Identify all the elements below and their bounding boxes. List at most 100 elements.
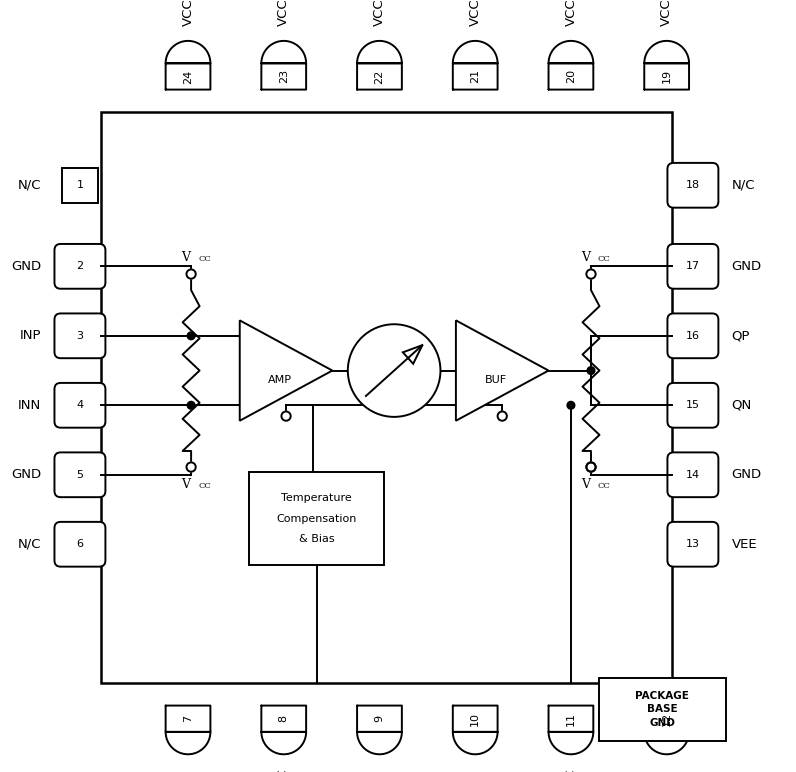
Polygon shape — [357, 41, 402, 90]
Text: VCC: VCC — [181, 0, 194, 26]
Text: VCC: VCC — [660, 0, 673, 26]
Text: PACKAGE: PACKAGE — [635, 690, 689, 700]
Circle shape — [567, 401, 575, 409]
Text: CC: CC — [598, 256, 611, 263]
Text: INN: INN — [18, 399, 41, 411]
Text: 4: 4 — [76, 401, 84, 410]
Text: 15: 15 — [686, 401, 700, 410]
Text: 14: 14 — [686, 470, 700, 479]
Polygon shape — [644, 41, 689, 90]
Text: V: V — [181, 478, 190, 490]
Text: 8: 8 — [279, 715, 289, 723]
FancyBboxPatch shape — [54, 244, 105, 289]
Text: VCC: VCC — [469, 0, 482, 26]
Text: 23: 23 — [279, 69, 289, 83]
Text: INP: INP — [20, 330, 41, 342]
FancyBboxPatch shape — [54, 313, 105, 358]
Circle shape — [187, 332, 195, 340]
Text: VEE: VEE — [660, 769, 673, 772]
Text: 10: 10 — [470, 712, 480, 726]
Text: V: V — [181, 251, 190, 263]
Text: VEE: VEE — [181, 769, 194, 772]
FancyBboxPatch shape — [54, 452, 105, 497]
Text: V: V — [581, 478, 590, 490]
Text: VCC: VCC — [564, 0, 577, 26]
Polygon shape — [357, 706, 402, 754]
Text: VCC: VCC — [373, 0, 386, 26]
Circle shape — [187, 401, 195, 409]
Text: GND: GND — [11, 260, 41, 273]
Text: ENB: ENB — [373, 769, 386, 772]
Polygon shape — [644, 706, 689, 754]
Polygon shape — [453, 706, 498, 754]
Polygon shape — [261, 41, 306, 90]
Text: VAC: VAC — [564, 769, 577, 772]
Text: CC: CC — [198, 256, 211, 263]
Text: AMP: AMP — [268, 375, 292, 384]
Text: Compensation: Compensation — [276, 514, 357, 523]
Circle shape — [587, 367, 595, 374]
Text: GND: GND — [11, 469, 41, 481]
Text: VDC: VDC — [277, 769, 291, 772]
Text: N/C: N/C — [18, 538, 41, 550]
Text: Temperature: Temperature — [281, 493, 352, 503]
Text: V: V — [581, 251, 590, 263]
Text: 11: 11 — [566, 712, 576, 726]
Text: CC: CC — [198, 482, 211, 490]
Text: 19: 19 — [661, 69, 672, 83]
Text: 17: 17 — [686, 262, 700, 271]
Polygon shape — [453, 41, 498, 90]
Polygon shape — [548, 41, 593, 90]
Text: 16: 16 — [686, 331, 700, 340]
Text: 2: 2 — [76, 262, 84, 271]
Text: 7: 7 — [183, 715, 193, 723]
Text: BASE: BASE — [647, 705, 677, 714]
Text: 1: 1 — [76, 181, 84, 190]
Polygon shape — [166, 706, 210, 754]
Text: 18: 18 — [686, 181, 700, 190]
Polygon shape — [261, 706, 306, 754]
Circle shape — [186, 462, 196, 472]
Text: 6: 6 — [76, 540, 84, 549]
FancyBboxPatch shape — [667, 522, 718, 567]
Circle shape — [587, 462, 595, 472]
Polygon shape — [548, 706, 593, 754]
Text: N/C: N/C — [732, 179, 755, 191]
Polygon shape — [456, 320, 548, 421]
Text: 24: 24 — [183, 69, 193, 83]
Circle shape — [186, 269, 196, 279]
Text: 20: 20 — [566, 69, 576, 83]
Circle shape — [587, 462, 595, 472]
Text: N/C: N/C — [18, 179, 41, 191]
Text: CC: CC — [598, 482, 611, 490]
Text: 21: 21 — [470, 69, 480, 83]
Bar — [249, 472, 384, 565]
FancyBboxPatch shape — [667, 383, 718, 428]
Circle shape — [348, 324, 440, 417]
Text: GND: GND — [650, 719, 675, 729]
Text: 3: 3 — [76, 331, 84, 340]
Polygon shape — [240, 320, 333, 421]
Circle shape — [282, 411, 291, 421]
FancyBboxPatch shape — [54, 522, 105, 567]
FancyBboxPatch shape — [54, 383, 105, 428]
Text: GND: GND — [732, 469, 762, 481]
Text: 9: 9 — [374, 715, 384, 723]
Text: 22: 22 — [374, 69, 384, 83]
Text: VEE: VEE — [469, 769, 482, 772]
Circle shape — [498, 411, 507, 421]
Text: 13: 13 — [686, 540, 700, 549]
FancyBboxPatch shape — [667, 313, 718, 358]
Text: VEE: VEE — [732, 538, 757, 550]
Text: 12: 12 — [661, 712, 672, 726]
Text: VCC: VCC — [277, 0, 291, 26]
FancyBboxPatch shape — [667, 244, 718, 289]
Circle shape — [587, 269, 595, 279]
Text: & Bias: & Bias — [298, 534, 334, 544]
Bar — [101, 112, 672, 683]
Bar — [599, 678, 726, 741]
Bar — [62, 168, 98, 203]
FancyBboxPatch shape — [667, 452, 718, 497]
Text: QP: QP — [732, 330, 750, 342]
Polygon shape — [166, 41, 210, 90]
